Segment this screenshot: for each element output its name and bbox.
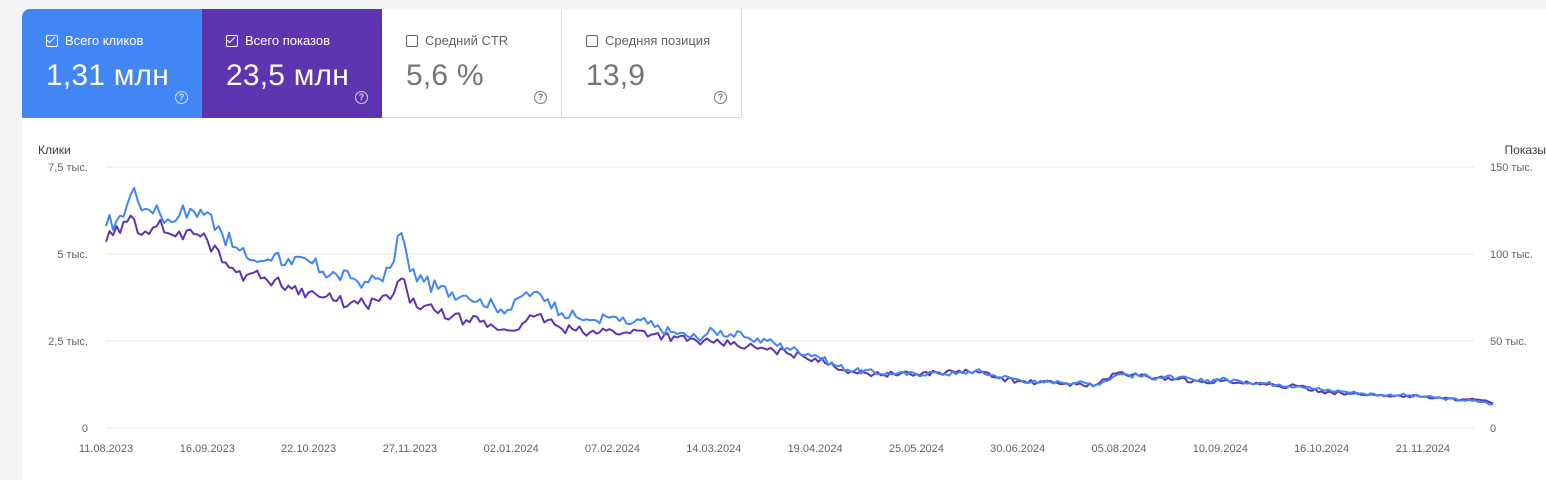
performance-card: Всего кликов 1,31 млн ? Всего показов 23… xyxy=(22,9,1546,480)
metric-label: Средняя позиция xyxy=(605,33,711,48)
metric-value: 1,31 млн xyxy=(46,59,170,92)
metric-header: Средняя позиция xyxy=(586,34,710,48)
left-tick-label: 5 тыс. xyxy=(57,249,88,261)
help-circle-icon[interactable]: ? xyxy=(175,91,188,104)
left-axis-title: Клики xyxy=(38,143,71,157)
x-tick-label: 22.10.2023 xyxy=(281,443,336,455)
metric-value: 5,6 % xyxy=(406,59,484,92)
left-axis-ticks: 7,5 тыс. 5 тыс. 2,5 тыс. 0 xyxy=(48,162,88,435)
metric-header: Средний CTR xyxy=(406,34,508,48)
x-tick-label: 21.11.2024 xyxy=(1396,443,1450,455)
right-axis-ticks: 150 тыс. 100 тыс. 50 тыс. 0 xyxy=(1490,162,1533,435)
metric-tab-position[interactable]: Средняя позиция 13,9 ? xyxy=(562,9,742,118)
x-tick-label: 05.08.2024 xyxy=(1091,443,1146,455)
right-tick-label: 50 тыс. xyxy=(1490,336,1527,348)
metric-tab-ctr[interactable]: Средний CTR 5,6 % ? xyxy=(382,9,562,118)
metric-value: 23,5 млн xyxy=(226,59,350,92)
metric-header: Всего кликов xyxy=(46,34,143,48)
checkbox-checked-icon[interactable] xyxy=(226,34,238,47)
performance-chart: Клики Показы 7,5 тыс. 5 тыс. 2,5 тыс. 0 150… xyxy=(38,143,1546,455)
left-tick-label: 7,5 тыс. xyxy=(48,162,88,174)
help-circle-icon[interactable]: ? xyxy=(714,91,727,104)
x-axis-ticks: 11.08.2023 16.09.2023 22.10.2023 27.11.2023… xyxy=(79,443,1450,455)
right-tick-label: 100 тыс. xyxy=(1490,249,1533,261)
metric-label: Всего кликов xyxy=(65,33,144,48)
clicks-series-line xyxy=(105,186,1494,406)
metric-value: 13,9 xyxy=(586,59,646,92)
left-tick-label: 2,5 тыс. xyxy=(48,336,88,348)
metric-label: Всего показов xyxy=(245,33,330,48)
x-tick-label: 07.02.2024 xyxy=(585,443,640,455)
left-tick-label: 0 xyxy=(82,423,88,435)
x-tick-label: 19.04.2024 xyxy=(788,443,843,455)
x-tick-label: 16.10.2024 xyxy=(1294,443,1349,455)
x-tick-label: 16.09.2023 xyxy=(180,443,235,455)
checkbox-checked-icon[interactable] xyxy=(46,34,58,47)
metric-tabs: Всего кликов 1,31 млн ? Всего показов 23… xyxy=(22,9,742,118)
x-tick-label: 27.11.2023 xyxy=(383,443,437,455)
x-tick-label: 11.08.2023 xyxy=(79,443,133,455)
checkbox-unchecked-icon[interactable] xyxy=(406,35,418,47)
impressions-series-line xyxy=(105,214,1494,405)
x-tick-label: 10.09.2024 xyxy=(1193,443,1248,455)
metric-header: Всего показов xyxy=(226,34,330,48)
checkbox-unchecked-icon[interactable] xyxy=(586,35,598,47)
metric-tab-impressions[interactable]: Всего показов 23,5 млн ? xyxy=(202,9,382,118)
metric-label: Средний CTR xyxy=(425,33,509,48)
grid-lines xyxy=(106,166,1474,429)
right-tick-label: 150 тыс. xyxy=(1490,162,1533,174)
x-tick-label: 30.06.2024 xyxy=(990,443,1045,455)
help-circle-icon[interactable]: ? xyxy=(355,91,368,104)
series-lines xyxy=(105,186,1494,406)
right-axis-title: Показы xyxy=(1505,143,1546,157)
right-tick-label: 0 xyxy=(1490,423,1496,435)
x-tick-label: 02.01.2024 xyxy=(484,443,539,455)
metric-tab-clicks[interactable]: Всего кликов 1,31 млн ? xyxy=(22,9,202,118)
help-circle-icon[interactable]: ? xyxy=(534,91,547,104)
x-tick-label: 14.03.2024 xyxy=(686,443,741,455)
x-tick-label: 25.05.2024 xyxy=(889,443,944,455)
